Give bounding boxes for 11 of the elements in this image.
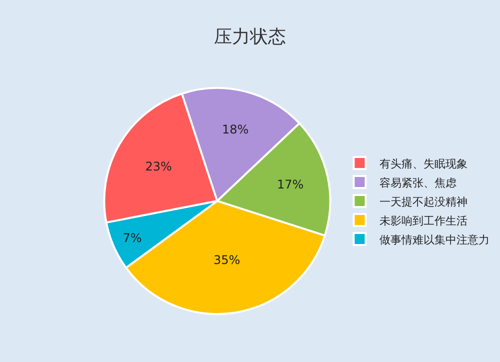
data-label: 17% xyxy=(276,177,304,192)
data-label: 35% xyxy=(213,253,240,268)
legend-label: 做事情难以集中注意力 xyxy=(380,233,490,246)
legend-label: 一天提不起没精神 xyxy=(380,195,468,208)
legend-label: 未影响到工作生活 xyxy=(380,214,468,228)
chart-title: 压力状态 xyxy=(214,26,286,48)
data-label: 18% xyxy=(222,122,249,137)
data-label: 23% xyxy=(145,160,172,174)
legend-label: 容易紧张、焦虑 xyxy=(380,176,457,190)
legend-label: 有头痛、失眠现象 xyxy=(380,157,468,170)
data-label: 7% xyxy=(122,231,142,246)
